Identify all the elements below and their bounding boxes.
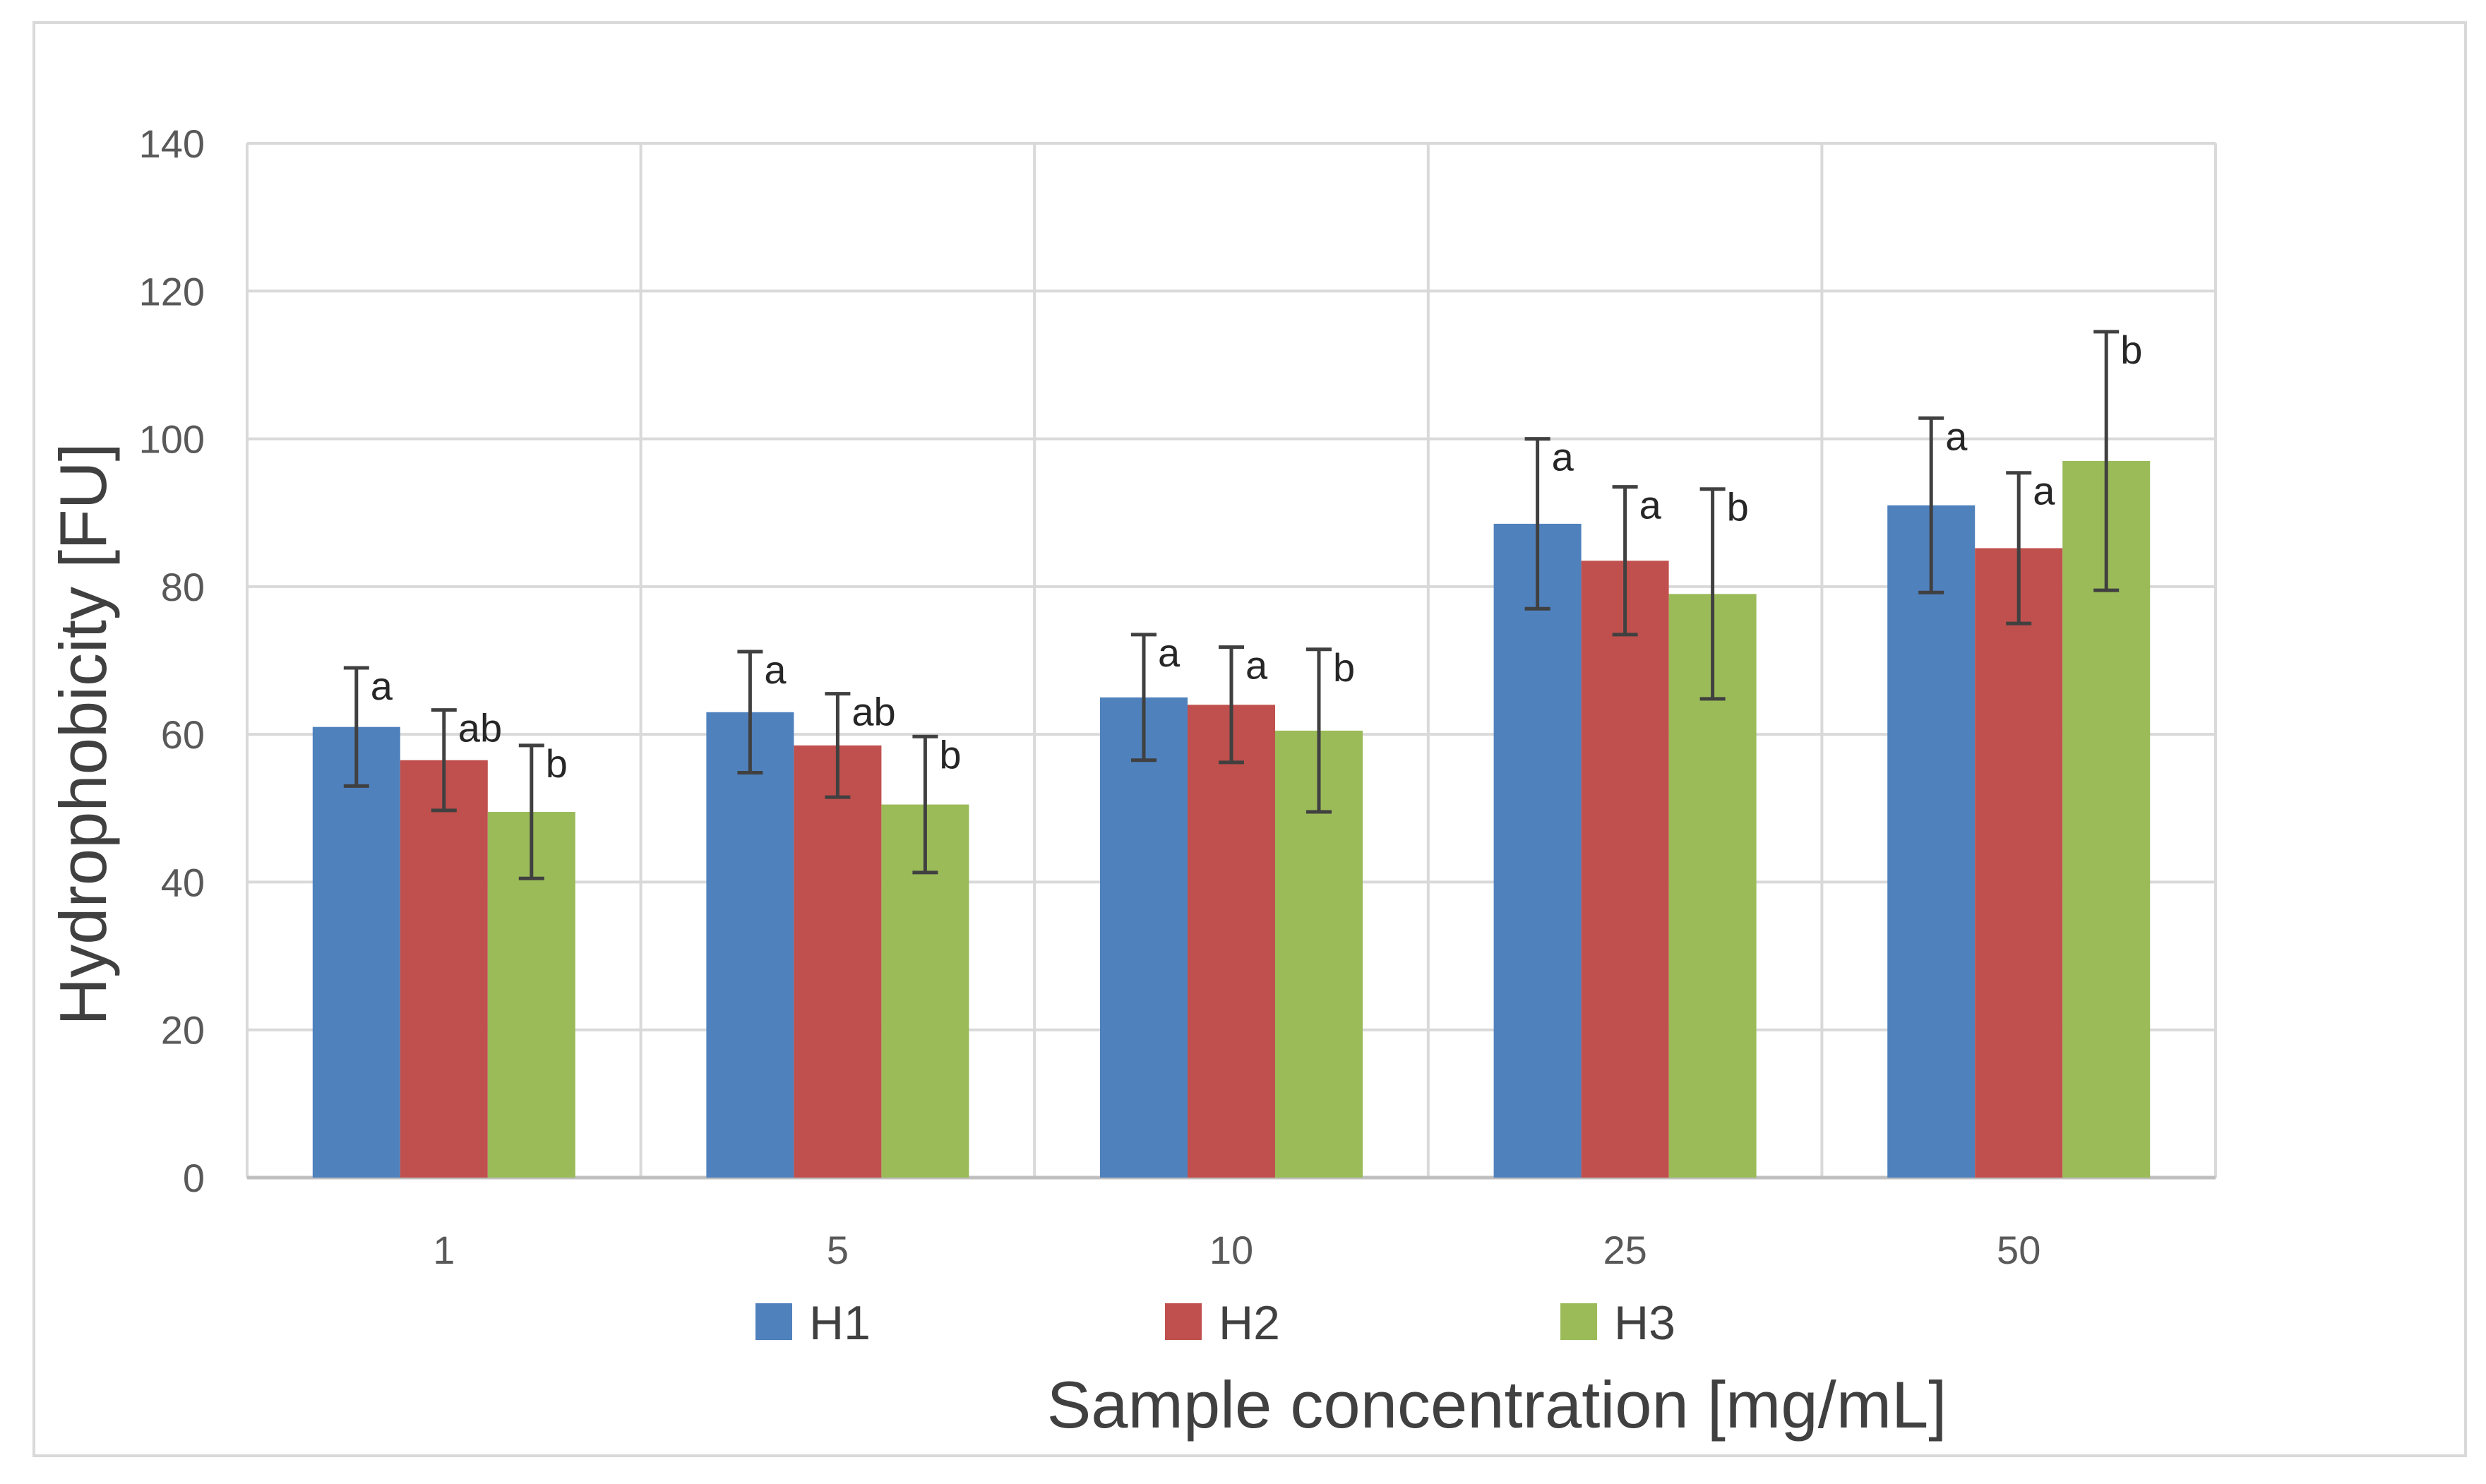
x-axis-title: Sample concentration [mg/mL] [1047, 1368, 1947, 1442]
y-axis-title: Hydrophobicity [FU] [46, 443, 120, 1025]
bar [1100, 697, 1188, 1178]
significance-label: a [1158, 630, 1181, 675]
legend: H1 H2 H3 [755, 1296, 1675, 1350]
x-tick-label: 5 [827, 1228, 849, 1272]
bar [706, 712, 794, 1178]
bar [1493, 523, 1582, 1178]
significance-label: a [764, 647, 787, 692]
y-tick-label: 100 [139, 417, 205, 462]
significance-label: b [1333, 645, 1355, 690]
significance-label: a [371, 664, 393, 708]
significance-label: a [1552, 435, 1574, 479]
x-tick-label: 25 [1603, 1228, 1647, 1272]
legend-label: H3 [1614, 1296, 1675, 1350]
bar [1975, 548, 2063, 1178]
legend-swatch [1560, 1303, 1597, 1340]
bar [1887, 505, 1976, 1178]
x-tick-label: 50 [1997, 1228, 2040, 1272]
significance-label: b [546, 741, 568, 786]
y-tick-label: 40 [161, 860, 205, 904]
legend-label: H2 [1219, 1296, 1280, 1350]
significance-label: a [2033, 469, 2055, 513]
y-tick-label: 120 [139, 269, 205, 313]
x-tick-label: 10 [1209, 1228, 1253, 1272]
y-tick-label: 20 [161, 1008, 205, 1053]
y-axis-ticks: 0 20 40 60 80 100 120 140 [139, 121, 205, 1200]
significance-label: b [1727, 485, 1749, 529]
error-bars [343, 330, 2120, 880]
significance-label: ab [851, 690, 895, 734]
bar [400, 760, 488, 1178]
significance-label: ab [458, 706, 502, 750]
significance-label: b [2120, 328, 2142, 372]
significance-label: a [1639, 483, 1662, 527]
x-axis-ticks: 1 5 10 25 50 [433, 1228, 2040, 1272]
legend-label: H1 [809, 1296, 871, 1350]
bar [1581, 561, 1669, 1178]
y-tick-label: 60 [161, 712, 205, 757]
legend-swatch [1165, 1303, 1202, 1340]
bar [1188, 705, 1275, 1178]
bars [312, 460, 2151, 1178]
significance-label: b [939, 732, 961, 777]
y-tick-label: 0 [183, 1156, 205, 1200]
legend-swatch [755, 1303, 792, 1340]
x-tick-label: 1 [433, 1228, 455, 1272]
significance-label: a [1945, 414, 1968, 458]
y-tick-label: 80 [161, 565, 205, 609]
significance-label: a [1245, 643, 1268, 688]
bar [312, 726, 400, 1178]
bar [794, 745, 882, 1178]
y-tick-label: 140 [139, 121, 205, 166]
